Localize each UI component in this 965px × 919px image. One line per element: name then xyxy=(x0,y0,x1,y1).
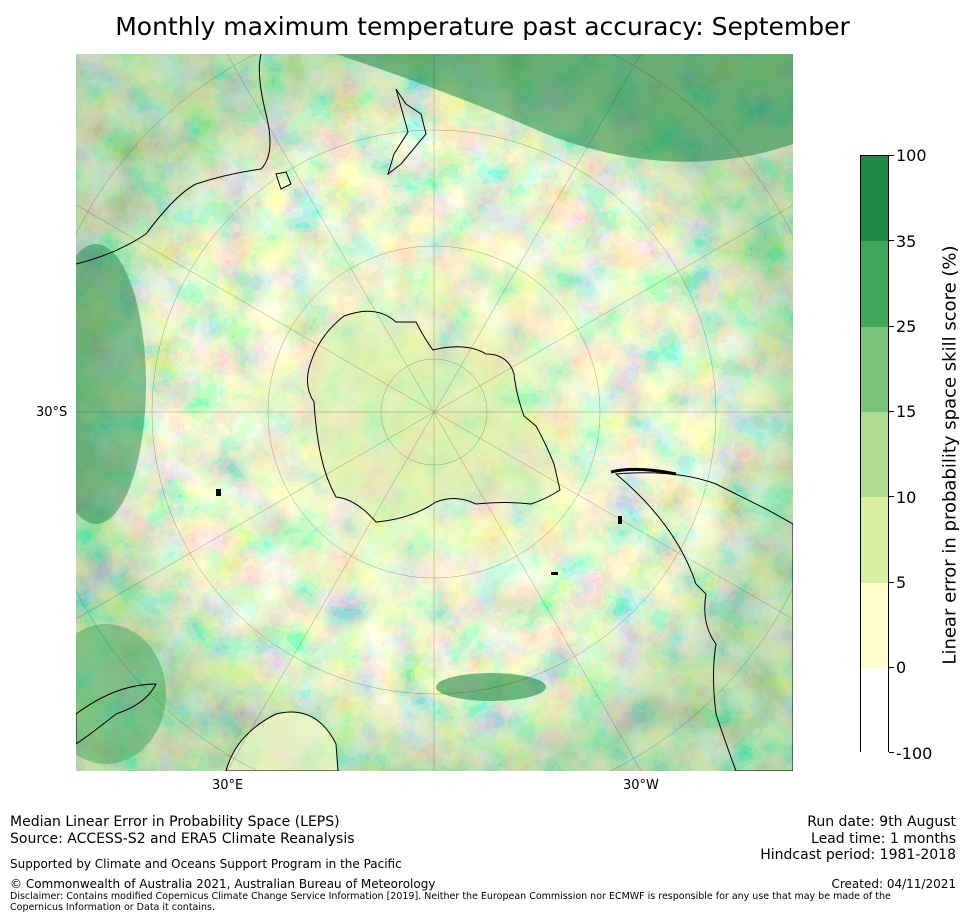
colorbar-label: 0 xyxy=(896,658,907,677)
south-america-coastline xyxy=(614,472,793,771)
colorbar-bin-neg100-0 xyxy=(861,668,888,753)
australia-coastline xyxy=(76,54,271,265)
colorbar-tick xyxy=(889,667,894,668)
colorbar-bin-10-15 xyxy=(861,412,888,497)
colorbar-label: 15 xyxy=(896,402,917,421)
colorbar-title: Linear error in probability space skill … xyxy=(939,245,961,665)
polar-map xyxy=(76,54,793,771)
hindcast-period: Hindcast period: 1981-2018 xyxy=(760,847,956,863)
colorbar-label: 5 xyxy=(896,573,907,592)
antarctica-coastline xyxy=(307,310,561,523)
new-zealand-coastline xyxy=(387,88,427,176)
footer-support: Supported by Climate and Oceans Support … xyxy=(10,857,402,871)
colorbar-label: -100 xyxy=(896,744,933,763)
africa-coastline xyxy=(225,711,339,771)
colorbar xyxy=(860,155,889,753)
colorbar-label: 100 xyxy=(896,146,927,165)
lat-label-30s: 30°S xyxy=(36,405,68,420)
footer-copyright: © Commonwealth of Australia 2021, Austra… xyxy=(10,877,436,891)
graticule xyxy=(76,54,793,771)
colorbar-tick xyxy=(889,240,894,241)
map-title: Monthly maximum temperature past accurac… xyxy=(115,12,850,41)
colorbar-bin-15-25 xyxy=(861,327,888,412)
lead-time: Lead time: 1 months xyxy=(811,831,956,847)
footer-source: Source: ACCESS-S2 and ERA5 Climate Reana… xyxy=(10,831,355,847)
run-date: Run date: 9th August xyxy=(807,814,956,830)
colorbar-tick xyxy=(889,155,894,156)
colorbar-tick xyxy=(889,411,894,412)
colorbar-tick xyxy=(889,326,894,327)
colorbar-tick xyxy=(889,496,894,497)
colorbar-bin-0-5 xyxy=(861,583,888,668)
footer-disclaimer: Disclaimer: Contains modified Copernicus… xyxy=(10,891,891,913)
footer-method: Median Linear Error in Probability Space… xyxy=(10,814,340,830)
colorbar-label: 35 xyxy=(896,232,917,251)
colorbar-bin-5-10 xyxy=(861,497,888,583)
colorbar-bin-25-35 xyxy=(861,241,888,327)
created-date: Created: 04/11/2021 xyxy=(831,877,956,891)
colorbar-label: 25 xyxy=(896,317,917,336)
colorbar-bin-35-100 xyxy=(861,156,888,241)
colorbar-tick xyxy=(889,582,894,583)
skill-score-field xyxy=(76,54,793,771)
colorbar-label: 10 xyxy=(896,488,917,507)
lon-label-30w: 30°W xyxy=(623,778,659,793)
colorbar-tick xyxy=(889,752,894,753)
lon-label-30e: 30°E xyxy=(212,778,244,793)
